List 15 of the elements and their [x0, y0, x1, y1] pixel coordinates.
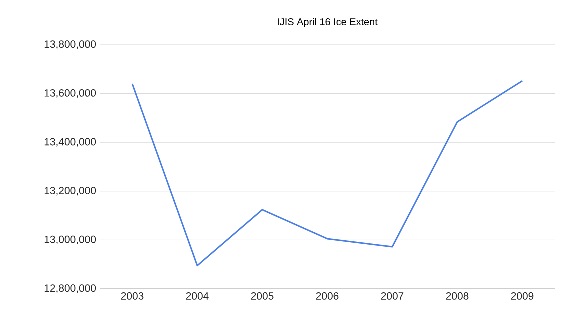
x-tick-label: 2004 — [186, 292, 209, 300]
x-tick-label: 2005 — [251, 292, 274, 300]
y-tick-label: 13,000,000 — [44, 236, 96, 245]
chart-title: IJIS April 16 Ice Extent — [278, 18, 378, 28]
line-series — [132, 80, 524, 267]
x-tick-label: 2006 — [316, 292, 339, 300]
x-tick-label: 2003 — [121, 292, 144, 300]
x-tick-label: 2007 — [381, 292, 404, 300]
x-tick-label: 2008 — [446, 292, 469, 300]
y-tick-label: 13,200,000 — [44, 187, 96, 196]
x-tick-label: 2009 — [511, 292, 534, 300]
y-tick-label: 13,400,000 — [44, 138, 96, 147]
y-tick-label: 12,800,000 — [44, 284, 96, 294]
y-tick-label: 13,600,000 — [44, 89, 96, 98]
y-tick-label: 13,800,000 — [44, 40, 96, 50]
